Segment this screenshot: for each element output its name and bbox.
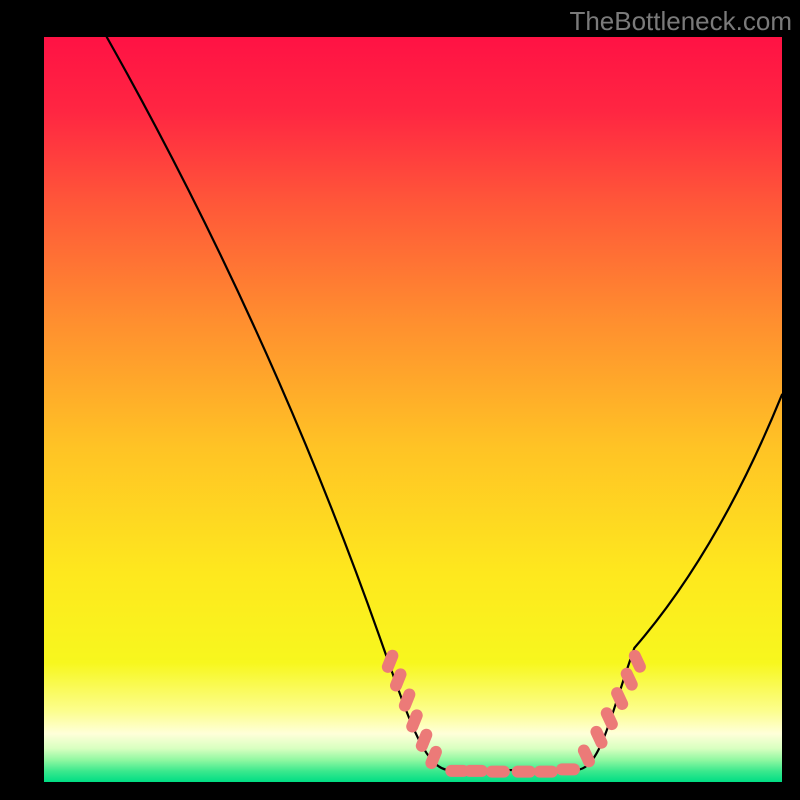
chart-svg — [0, 0, 800, 800]
watermark-text: TheBottleneck.com — [569, 6, 792, 37]
chart-stage: TheBottleneck.com — [0, 0, 800, 800]
curve-marker — [556, 763, 580, 775]
curve-marker — [512, 766, 536, 778]
curve-marker — [534, 766, 558, 778]
curve-marker — [486, 766, 510, 778]
curve-marker — [464, 765, 488, 777]
plot-background — [44, 37, 782, 782]
